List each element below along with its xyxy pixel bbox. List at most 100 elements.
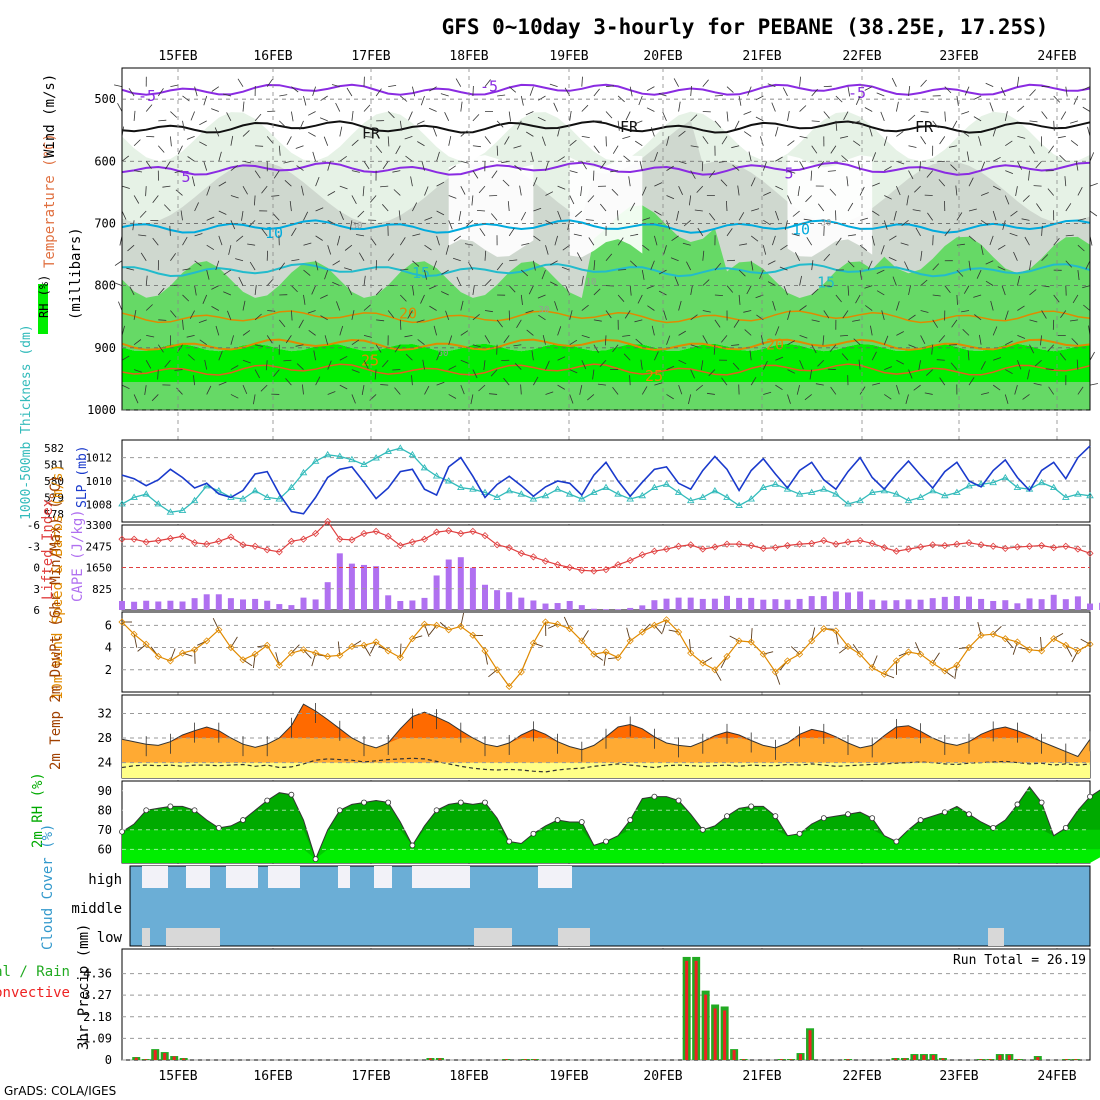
profile-y-tick: 1000 [87, 403, 116, 417]
wind-barb [358, 252, 365, 261]
wind-speed-marker [239, 656, 247, 664]
wind-barb [847, 285, 850, 296]
wind-speed-marker [1013, 638, 1021, 646]
wind-barb [327, 360, 332, 370]
wind-speed-marker [154, 652, 162, 661]
li-marker [759, 544, 767, 552]
wind-barb [484, 136, 491, 144]
wind-barb [835, 120, 838, 131]
wind-barb [702, 136, 709, 145]
precip-convective-bar [893, 1058, 897, 1060]
wind-barb-10m [1080, 638, 1091, 645]
wind-barb [1017, 76, 1020, 87]
cape-bar [748, 597, 755, 610]
wind-barb [823, 253, 831, 262]
thickness-marker [965, 482, 973, 489]
wind-barb [145, 360, 152, 369]
bottom-date-tick: 24FEB [1037, 1069, 1076, 1084]
li-marker [844, 538, 852, 546]
wind-barb [412, 260, 420, 267]
top-date-tick: 23FEB [939, 49, 978, 64]
wind-barb [214, 127, 220, 137]
wind-barb [625, 111, 631, 121]
wind-barb [791, 233, 800, 237]
wind-barb [393, 189, 401, 196]
wind-speed-marker [396, 653, 404, 662]
wind-barb [1077, 386, 1084, 395]
li-marker [227, 533, 235, 541]
wind-barb [950, 164, 958, 171]
wind-barb [920, 111, 929, 113]
cape-bar [627, 607, 634, 610]
wind-barb [876, 269, 885, 274]
wind-barb [218, 381, 227, 386]
wind-barb [628, 176, 631, 187]
dry-air-region [569, 155, 643, 258]
wind-barb [561, 266, 570, 271]
wind-speed-marker [191, 646, 199, 654]
wind-barb [1017, 161, 1023, 170]
cape-bar [820, 596, 827, 610]
wind-barb [932, 120, 939, 129]
wind-barb [398, 210, 401, 221]
wind-barb [569, 110, 572, 121]
wind-barb [308, 111, 316, 116]
wind-barb [1060, 310, 1067, 319]
wind-speed-marker [203, 637, 211, 645]
wind-barb [630, 233, 639, 237]
wind-barb [884, 195, 892, 200]
cloud-high-block [268, 866, 300, 888]
wind-barb [605, 253, 613, 262]
wind-barb [267, 310, 276, 312]
wind-barb [760, 334, 764, 345]
wind-barb [846, 176, 849, 187]
wind-barb [605, 111, 613, 119]
wind-barb [654, 382, 663, 386]
wind-barb [690, 344, 699, 348]
wind-barb [797, 186, 800, 197]
wind-barb [913, 384, 921, 391]
cape-bar [1074, 596, 1081, 610]
wind-speed-marker [408, 635, 416, 643]
chart-title: GFS 0~10day 3-hourly for PEBANE (38.25E,… [442, 15, 1049, 39]
wind-tick: 4 [105, 641, 112, 655]
wind-barb [961, 130, 970, 137]
wind-barb [242, 300, 246, 311]
wind-barb [799, 105, 807, 112]
wind-barb [1000, 87, 1006, 97]
wind-barb [749, 350, 752, 361]
wind-barb [533, 235, 541, 242]
wind-barb [1069, 319, 1078, 322]
thickness-marker [590, 488, 598, 495]
wind-barb [521, 269, 529, 277]
cloud-high-block [338, 866, 350, 888]
wind-barb [869, 126, 873, 137]
li-tick: 3 [33, 583, 40, 596]
wind-barb [817, 203, 825, 212]
wind-barb [1075, 160, 1079, 171]
wind-speed-marker [602, 648, 610, 656]
cape-bar [252, 598, 259, 610]
wind-barb [186, 334, 195, 338]
li-marker [299, 535, 308, 543]
wind-barb [182, 268, 191, 271]
wind-speed-marker [977, 631, 985, 639]
cape-bar [300, 597, 307, 610]
wind-barb [472, 369, 478, 379]
wind-barb [516, 319, 522, 329]
cape-bar [457, 557, 464, 610]
wind-barb [905, 394, 909, 405]
wind-barb [471, 195, 474, 206]
isotherm-label: 30 [539, 305, 550, 315]
wind-barb [128, 88, 135, 97]
wind-speed-marker [856, 650, 864, 658]
wind-barb [853, 338, 861, 346]
wind-barb [743, 310, 752, 313]
thickness-marker [711, 486, 719, 494]
wind-barb [399, 120, 403, 131]
wind-barb [242, 101, 245, 112]
wind-barb [951, 120, 958, 130]
cape-bar [675, 597, 682, 610]
li-tick: -3 [27, 540, 40, 553]
wind-barb [351, 170, 360, 173]
